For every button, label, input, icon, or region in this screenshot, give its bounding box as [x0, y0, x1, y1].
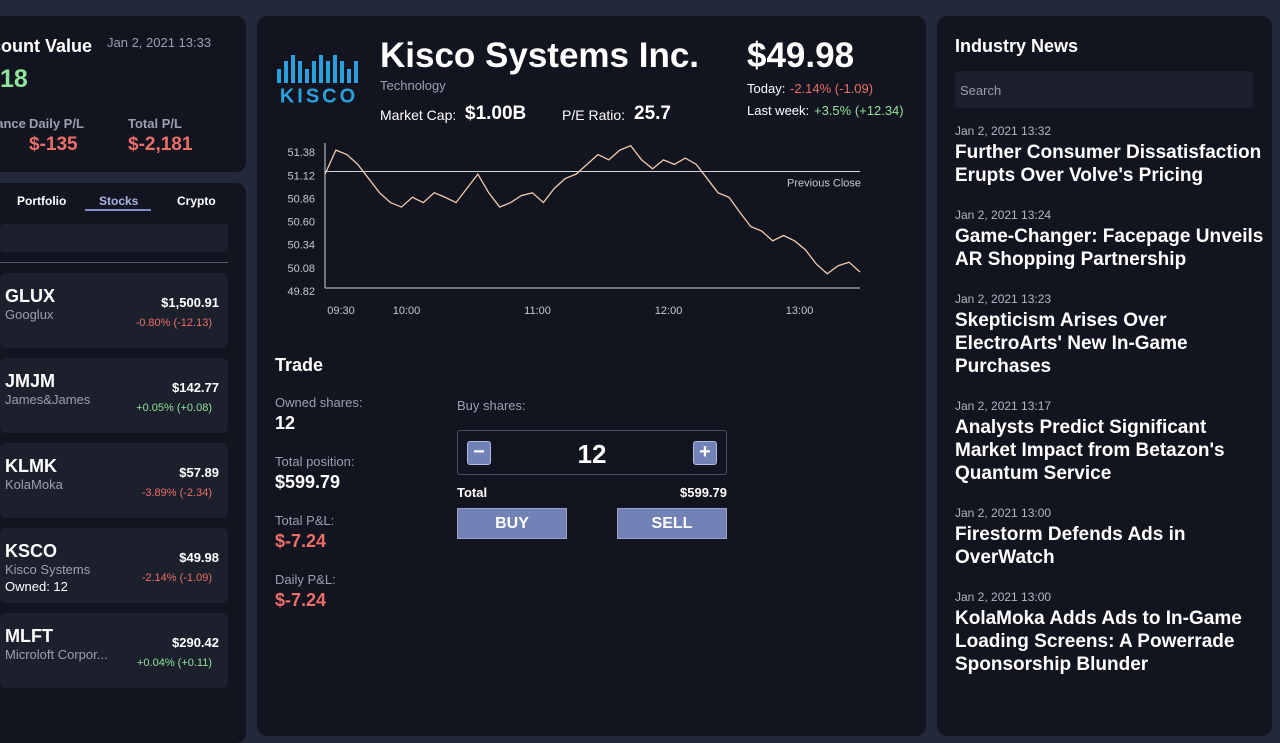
- minus-button[interactable]: −: [467, 441, 491, 465]
- stock-price: $49.98: [179, 550, 219, 565]
- market-cap: $1.00B: [465, 103, 527, 124]
- stock-symbol: MLFT: [5, 626, 53, 646]
- search-placeholder: Search: [960, 83, 1002, 98]
- stock-name: Googlux: [5, 307, 54, 322]
- total-pl-label: Total P&L:: [275, 513, 335, 528]
- pe-label: P/E Ratio:: [562, 107, 626, 123]
- stock-price: $1,500.91: [161, 295, 219, 310]
- stock-card[interactable]: GLUX Googlux $1,500.91 -0.80% (-12.13): [0, 273, 228, 348]
- news-date: Jan 2, 2021 13:00: [955, 590, 1052, 604]
- news-date: Jan 2, 2021 13:17: [955, 399, 1052, 413]
- company-name: Kisco Systems Inc.: [380, 36, 700, 75]
- market-cap-label: Market Cap:: [380, 107, 457, 123]
- buy-button[interactable]: BUY: [457, 508, 567, 539]
- stock-symbol: GLUX: [5, 286, 56, 306]
- owned-label: Owned shares:: [275, 395, 363, 410]
- stock-name: James&James: [5, 392, 91, 407]
- position: $599.79: [275, 472, 341, 492]
- week: +3.5% (+12.34): [814, 103, 904, 118]
- sector: Technology: [380, 78, 446, 93]
- position-label: Total position:: [275, 454, 355, 469]
- stock-price: $57.89: [179, 465, 219, 480]
- total-value: $-2,181: [128, 134, 193, 155]
- stock-name: Microloft Corpor...: [5, 647, 108, 662]
- total: $599.79: [680, 485, 727, 500]
- news-headline[interactable]: Game-Changer: Facepage Unveils AR Shoppi…: [955, 226, 1264, 270]
- account-date: Jan 2, 2021 13:33: [107, 35, 212, 50]
- news-headline[interactable]: Firestorm Defends Ads in OverWatch: [955, 524, 1186, 568]
- stock-card[interactable]: KSCO Kisco Systems $49.98 -2.14% (-1.09) Own…: [0, 528, 228, 603]
- search-box[interactable]: [0, 224, 228, 252]
- daily-pl-label: Daily P&L:: [275, 572, 336, 587]
- total-label: Total: [457, 485, 488, 500]
- stock-symbol: JMJM: [5, 371, 56, 391]
- stock-card[interactable]: MLFT Microloft Corpor... $290.42 +0.04% (+0…: [0, 613, 228, 688]
- week-label: Last week:: [747, 103, 810, 118]
- buy-label: Buy shares:: [457, 398, 526, 413]
- watchlist: Portfolio Stocks Crypto GLUX Googlux $1,50…: [0, 183, 246, 743]
- pe: 25.7: [634, 103, 671, 124]
- trade-title: Trade: [275, 355, 324, 375]
- balance-label: Balance: [0, 116, 26, 131]
- stock-change: -2.14% (-1.09): [141, 572, 212, 584]
- news-headline[interactable]: Skepticism Arises Over ElectroArts' New …: [955, 310, 1188, 377]
- daily-label: Daily P/L: [29, 116, 84, 131]
- today: -2.14% (-1.09): [790, 81, 874, 96]
- stock-price: $290.42: [172, 635, 219, 650]
- qty-box: − 12 +: [457, 430, 727, 475]
- news-headline[interactable]: KolaMoka Adds Ads to In-Game Loading Scr…: [955, 608, 1242, 675]
- stock-change: +0.05% (+0.08): [136, 402, 212, 414]
- tab[interactable]: Crypto: [177, 194, 216, 208]
- stock-card[interactable]: JMJM James&James $142.77 +0.05% (+0.08): [0, 358, 228, 433]
- stock-change: -0.80% (-12.13): [135, 317, 212, 329]
- qty[interactable]: 12: [577, 439, 607, 469]
- logo: KISCO: [277, 55, 358, 107]
- stock-name: Kisco Systems: [5, 562, 91, 577]
- stock-owned: Owned: 12: [5, 579, 68, 594]
- account-card: Account Value Jan 2, 2021 13:33 18 Balan…: [0, 16, 246, 172]
- today-label: Today:: [747, 81, 786, 96]
- watchlist-inner: Portfolio Stocks Crypto GLUX Googlux $1,50…: [0, 183, 246, 743]
- news-search[interactable]: Search: [955, 71, 1253, 108]
- stock-card[interactable]: KLMK KolaMoka $57.89 -3.89% (-2.34): [0, 443, 228, 518]
- total-pl: $-7.24: [275, 531, 327, 551]
- total-label: Total P/L: [128, 116, 182, 131]
- news-date: Jan 2, 2021 13:00: [955, 506, 1052, 520]
- account-title: Account Value: [0, 36, 93, 56]
- divider: [0, 262, 228, 263]
- stock-symbol: KLMK: [5, 456, 57, 476]
- news-headline[interactable]: Further Consumer Dissatisfaction Erupts …: [955, 142, 1262, 186]
- page: Account Value Jan 2, 2021 13:33 18 Balan…: [0, 16, 1272, 743]
- stock-change: -3.89% (-2.34): [141, 487, 212, 499]
- account-value: 18: [0, 65, 28, 93]
- stock-change: +0.04% (+0.11): [136, 657, 212, 669]
- stock-name: KolaMoka: [5, 477, 63, 492]
- news-headline[interactable]: Analysts Predict Significant Market Impa…: [955, 417, 1225, 484]
- owned: 12: [275, 413, 296, 433]
- news-date: Jan 2, 2021 13:24: [955, 208, 1052, 222]
- news-date: Jan 2, 2021 13:32: [955, 124, 1052, 138]
- news-date: Jan 2, 2021 13:23: [955, 292, 1052, 306]
- daily-value: $-135: [29, 134, 78, 155]
- tab-active[interactable]: Stocks: [99, 194, 139, 208]
- news-panel: Industry News Search Jan 2, 2021 13:32 Fu…: [937, 16, 1272, 736]
- price: $49.98: [747, 36, 855, 75]
- tab[interactable]: Portfolio: [17, 194, 67, 208]
- stock-symbol: KSCO: [5, 541, 58, 561]
- news-title: Industry News: [955, 36, 1079, 56]
- plus-button[interactable]: +: [693, 441, 717, 465]
- detail-panel: KISCO Kisco Systems Inc. Technology Mark…: [257, 16, 926, 736]
- sell-button[interactable]: SELL: [617, 508, 727, 539]
- stock-price: $142.77: [172, 380, 219, 395]
- daily-pl: $-7.24: [275, 590, 327, 610]
- tab-underline: [85, 209, 151, 211]
- logo-text: KISCO: [280, 85, 358, 107]
